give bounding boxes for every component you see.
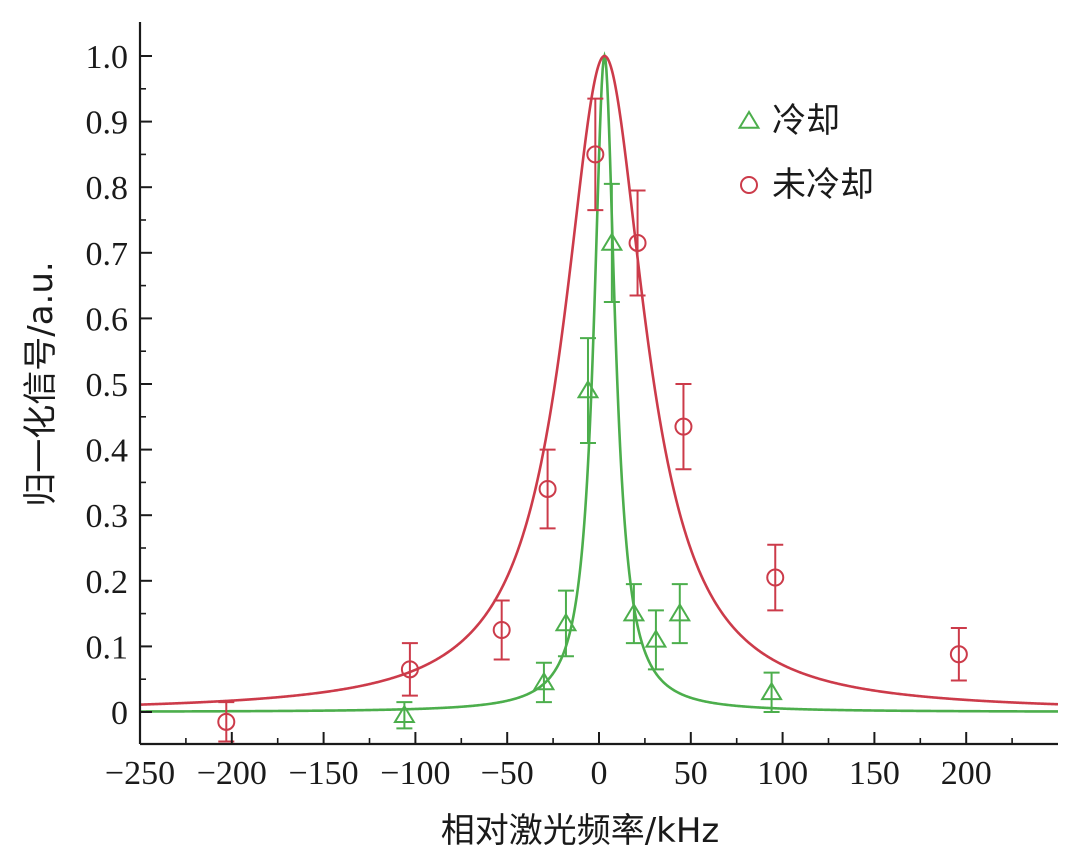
x-tick-label: 50 xyxy=(674,755,708,792)
marker-triangle xyxy=(576,379,600,399)
marker-circle xyxy=(586,145,605,164)
data-point-uncooled xyxy=(766,543,785,612)
x-tick-label: −250 xyxy=(105,755,175,792)
y-tick-label: 0.2 xyxy=(86,564,129,601)
x-axis-title: 相对激光频率/kHz xyxy=(441,811,720,851)
x-tick-label: 150 xyxy=(849,755,900,792)
data-point-cooled xyxy=(760,671,783,713)
fit-curve-uncooled xyxy=(139,54,1059,706)
y-tick-label: 0.8 xyxy=(86,170,129,207)
marker-circle xyxy=(674,417,693,436)
x-tick-label: −150 xyxy=(289,755,359,792)
data-point-uncooled xyxy=(949,627,968,682)
data-point-cooled xyxy=(622,583,646,645)
marker-circle xyxy=(538,479,557,498)
data-point-uncooled xyxy=(538,448,557,530)
marker-circle xyxy=(400,660,419,679)
data-point-uncooled xyxy=(492,599,511,661)
x-tick-label: 0 xyxy=(591,755,608,792)
data-point-uncooled xyxy=(674,383,693,471)
legend-marker-uncooled xyxy=(740,176,758,194)
marker-triangle xyxy=(668,602,692,622)
marker-triangle xyxy=(600,232,624,251)
marker-circle xyxy=(628,233,647,252)
legend-label-uncooled: 未冷却 xyxy=(772,165,874,205)
data-point-cooled xyxy=(644,609,668,671)
marker-triangle xyxy=(554,612,578,632)
data-point-cooled xyxy=(600,182,624,303)
y-tick-label: 0.7 xyxy=(86,236,129,273)
x-tick-label: −50 xyxy=(481,755,534,792)
marker-triangle xyxy=(644,628,668,648)
fit-curve-cooled xyxy=(140,51,1058,713)
marker-triangle xyxy=(393,704,416,724)
x-tick-label: 200 xyxy=(941,755,992,792)
y-axis-title: 归一化信号/a.u. xyxy=(21,261,61,506)
data-point-uncooled xyxy=(217,701,236,743)
y-tick-labels: 0 0.1 0.2 0.3 0.4 0.5 0.6 0.7 0.8 0.9 1.0 xyxy=(86,39,129,732)
y-tick-label: 0 xyxy=(111,695,128,732)
marker-circle xyxy=(492,621,511,639)
legend-marker-cooled xyxy=(737,110,761,129)
marker-triangle xyxy=(760,681,783,701)
marker-circle xyxy=(949,645,968,664)
data-point-uncooled xyxy=(400,642,419,697)
y-tick-label: 0.5 xyxy=(86,367,129,404)
fit-curves xyxy=(139,51,1059,713)
x-tick-labels: −250 −200 −150 −100 −50 0 50 100 150 200 xyxy=(105,755,992,792)
data-point-cooled xyxy=(576,337,600,445)
data-point-uncooled xyxy=(628,189,647,297)
y-tick-label: 0.1 xyxy=(86,629,129,666)
y-tick-label: 0.4 xyxy=(86,433,129,470)
y-tick-label: 0.6 xyxy=(86,301,129,338)
x-tick-label: −200 xyxy=(197,755,267,792)
data-point-cooled xyxy=(554,589,578,658)
legend-label-cooled: 冷却 xyxy=(772,101,840,141)
marker-triangle xyxy=(622,602,646,622)
y-tick-label: 0.3 xyxy=(86,498,129,535)
y-tick-label: 0.9 xyxy=(86,105,129,142)
marker-triangle xyxy=(532,671,556,691)
x-tick-label: −100 xyxy=(380,755,450,792)
data-point-cooled xyxy=(532,661,556,704)
marker-circle xyxy=(766,568,785,587)
data-point-uncooled xyxy=(586,97,605,212)
data-points xyxy=(217,97,968,743)
x-tick-label: 100 xyxy=(757,755,808,792)
y-tick-label: 1.0 xyxy=(86,39,129,76)
axes xyxy=(138,22,1058,746)
data-point-cooled xyxy=(393,701,416,730)
data-point-cooled xyxy=(668,583,692,645)
legend: 冷却 未冷却 xyxy=(737,101,874,205)
marker-circle xyxy=(217,712,236,731)
